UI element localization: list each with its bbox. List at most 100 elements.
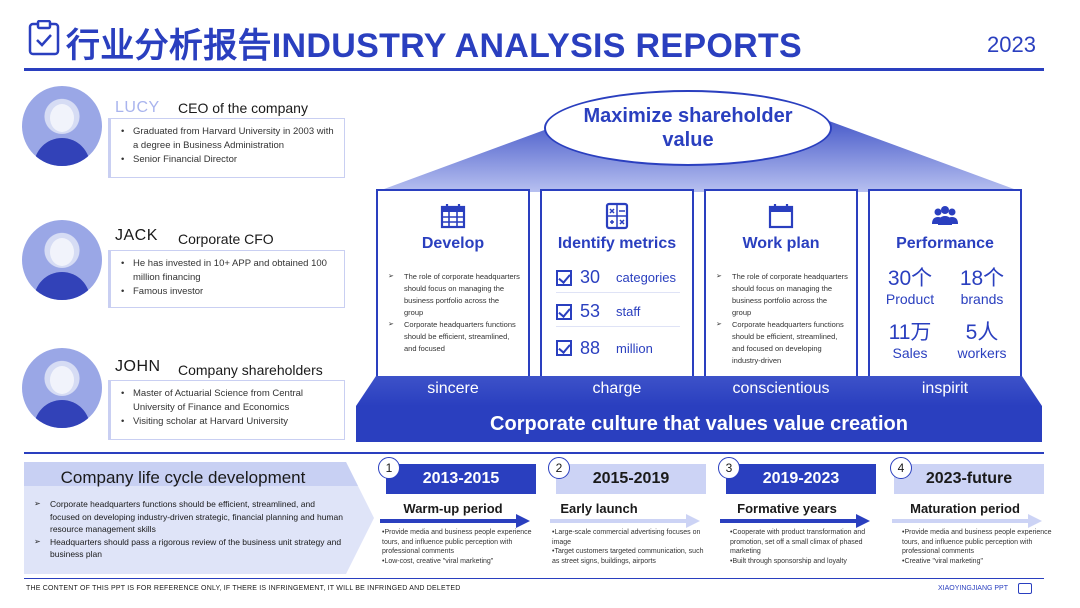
phase-name: Formative years — [737, 501, 837, 516]
lifecycle-bullets: Corporate headquarters functions should … — [34, 498, 346, 561]
checkbox-icon — [556, 340, 572, 356]
bio-bullet: Famous investor — [119, 285, 336, 299]
bio-bullet: Visiting scholar at Harvard University — [119, 415, 336, 429]
person-name: LUCY — [115, 99, 160, 116]
person-name: JOHN — [115, 358, 161, 375]
person-name: JACK — [115, 227, 158, 244]
culture-word: charge — [592, 380, 642, 397]
metric-value: 30 — [580, 267, 601, 287]
pillar-title: Work plan — [742, 235, 820, 252]
person-card-jack: He has invested in 10+ APP and obtained … — [108, 250, 345, 308]
team-icon — [932, 206, 958, 225]
goal-text: Maximize shareholder value — [583, 105, 793, 151]
culture-word: conscientious — [732, 380, 830, 397]
arrow-right-icon — [550, 514, 700, 528]
lifecycle-bullet: Headquarters should pass a rigorous revi… — [34, 536, 346, 561]
metric-value: 88 — [580, 337, 601, 358]
arrow-right-icon — [892, 514, 1042, 528]
pillar-bullet: The role of corporate headquarters shoul… — [716, 271, 848, 319]
arrow-right-icon — [380, 514, 530, 528]
person-card-lucy: Graduated from Harvard University in 200… — [108, 118, 345, 178]
metric-value: 53 — [580, 301, 601, 321]
checkbox-icon — [556, 269, 572, 286]
person-role: CEO of the company — [178, 100, 308, 116]
lifecycle-bullet: Corporate headquarters functions should … — [34, 498, 346, 536]
metric-unit: staff — [616, 304, 641, 319]
phase-name: Maturation period — [910, 501, 1020, 516]
phase-notes: •Provide media and business people exper… — [902, 529, 1052, 565]
performance-label: workers — [957, 345, 1007, 361]
avatar-lucy — [22, 86, 102, 166]
phase-notes: •Cooperate with product transformation a… — [730, 529, 866, 565]
phase-number: 4 — [890, 457, 912, 479]
pillar-performance: Performance 30个 Product 18个 brands 11万 S… — [868, 189, 1022, 379]
phase-years: 2019-2023 — [726, 464, 876, 494]
checkbox-icon — [556, 303, 572, 320]
performance-value: 30个 — [887, 267, 933, 290]
brand-logo-icon — [1018, 583, 1032, 594]
pillar-title: Performance — [896, 235, 994, 252]
person-role: Company shareholders — [178, 362, 323, 378]
goal-ellipse: Maximize shareholder value — [544, 90, 832, 166]
pillar-bullet: Corporate headquarters functions should … — [716, 319, 848, 367]
culture-word: sincere — [427, 380, 479, 397]
footer-divider — [24, 578, 1044, 579]
phase-notes: •Provide media and business people exper… — [382, 529, 532, 565]
calculator-icon — [605, 202, 629, 230]
pillar-develop: Develop The role of corporate headquarte… — [376, 189, 530, 379]
bio-bullet: Senior Financial Director — [119, 153, 336, 167]
performance-cell: 30个 Product — [878, 267, 942, 308]
bio-bullet: He has invested in 10+ APP and obtained … — [119, 257, 336, 285]
performance-label: Sales — [892, 345, 928, 361]
person-card-john: Master of Actuarial Science from Central… — [108, 380, 345, 440]
person-role: Corporate CFO — [178, 231, 274, 247]
performance-cell: 11万 Sales — [878, 321, 942, 362]
culture-word: inspirit — [921, 380, 969, 397]
footer-disclaimer: THE CONTENT OF THIS PPT IS FOR REFERENCE… — [26, 585, 461, 592]
phase-years: 2023-future — [894, 464, 1044, 494]
performance-cell: 5人 workers — [950, 321, 1014, 362]
pillar-title: Identify metrics — [557, 235, 677, 252]
page-year: 2023 — [987, 32, 1036, 57]
performance-value: 18个 — [959, 267, 1005, 290]
pillar-bullet: The role of corporate headquarters shoul… — [388, 271, 520, 319]
metric-row: 30 categories — [556, 263, 680, 293]
lifecycle-title: Company life cycle development — [60, 468, 306, 487]
section-divider — [24, 452, 1044, 454]
culture-statement: Corporate culture that values value crea… — [490, 412, 908, 435]
phase-years: 2015-2019 — [556, 464, 706, 494]
pillar-title: Develop — [421, 235, 485, 252]
bio-bullet: Master of Actuarial Science from Central… — [119, 387, 336, 415]
culture-bar: Corporate culture that values value crea… — [356, 406, 1042, 442]
metric-unit: million — [616, 340, 653, 356]
metric-unit: categories — [616, 270, 676, 285]
metric-row: 88 million — [556, 333, 680, 363]
culture-band — [356, 376, 1042, 406]
performance-label: brands — [960, 291, 1004, 307]
page-title: 行业分析报告INDUSTRY ANALYSIS REPORTS — [66, 27, 802, 65]
header-divider — [24, 68, 1044, 71]
phase-number: 1 — [378, 457, 400, 479]
footer-brand: XIAOYINGJIANG PPT — [937, 585, 1008, 592]
phase-years: 2013-2015 — [386, 464, 536, 494]
performance-value: 5人 — [965, 321, 999, 344]
calendar-icon — [768, 204, 794, 229]
performance-label: Product — [885, 291, 935, 307]
arrow-right-icon — [720, 514, 870, 528]
avatar-jack — [22, 220, 102, 300]
pillar-metrics: Identify metrics 30 categories 53 staff … — [540, 189, 694, 379]
pillar-bullet: Corporate headquarters functions should … — [388, 319, 520, 355]
calendar-grid-icon — [440, 204, 466, 229]
pillar-workplan: Work plan The role of corporate headquar… — [704, 189, 858, 379]
avatar-john — [22, 348, 102, 428]
clipboard-icon — [28, 20, 60, 56]
phase-name: Early launch — [560, 501, 638, 516]
phase-name: Warm-up period — [403, 501, 503, 516]
performance-cell: 18个 brands — [950, 267, 1014, 308]
phase-notes: •Large-scale commercial advertising focu… — [552, 529, 704, 565]
metric-row: 53 staff — [556, 297, 680, 327]
phase-number: 3 — [718, 457, 740, 479]
performance-value: 11万 — [888, 321, 932, 344]
bio-bullet: Graduated from Harvard University in 200… — [119, 125, 336, 153]
phase-number: 2 — [548, 457, 570, 479]
